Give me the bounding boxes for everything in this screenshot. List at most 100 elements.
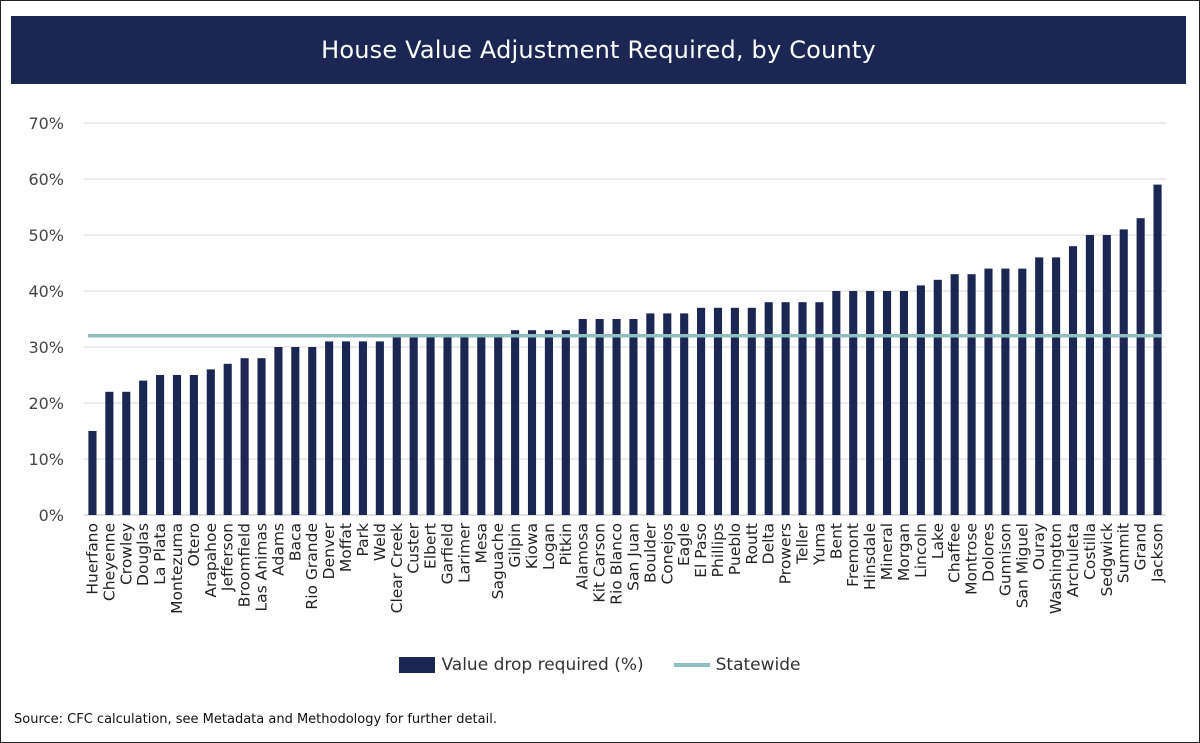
bar: [1102, 235, 1111, 515]
bar: [223, 363, 232, 515]
bar: [527, 330, 537, 515]
x-tick-label: Kiowa: [523, 523, 541, 569]
x-tick-label: Douglas: [134, 523, 152, 586]
bar: [595, 319, 604, 515]
legend-label-value-drop: Value drop required (%): [441, 655, 644, 675]
x-tick-label: Phillips: [709, 523, 727, 577]
x-tick-label: Elbert: [422, 523, 440, 569]
x-tick-label: Prowers: [777, 523, 795, 584]
bar: [172, 375, 182, 515]
x-tick-label: Custer: [405, 522, 423, 573]
x-tick-label: Washington: [1047, 523, 1065, 614]
x-tick-label: Ouray: [1030, 523, 1048, 570]
x-tick-label: Conejos: [658, 523, 676, 585]
bar: [950, 274, 959, 515]
bar: [206, 369, 215, 515]
bar: [544, 330, 553, 515]
x-tick-label: San Miguel: [1013, 523, 1031, 608]
bar: [680, 313, 689, 515]
bar: [1136, 218, 1145, 515]
bar: [1035, 257, 1044, 515]
x-tick-label: Archuleta: [1064, 523, 1082, 597]
x-tick-label: Otero: [185, 523, 203, 566]
bar: [358, 341, 368, 515]
bar: [882, 291, 892, 515]
x-tick-label: Jefferson: [219, 523, 237, 592]
x-tick-label: Chaffee: [946, 523, 964, 583]
x-tick-label: Montezuma: [168, 523, 186, 614]
bar: [240, 358, 249, 515]
bar: [341, 341, 351, 515]
bar: [291, 347, 300, 515]
bar: [426, 335, 435, 515]
bar: [967, 274, 976, 515]
bar: [392, 335, 401, 515]
bar: [1018, 268, 1027, 515]
x-tick-label: Yuma: [810, 523, 828, 566]
source-note: Source: CFC calculation, see Metadata an…: [14, 712, 497, 727]
bar: [105, 391, 114, 515]
x-tick-label: Costilla: [1081, 523, 1099, 580]
bar: [460, 335, 469, 515]
bar: [494, 335, 503, 515]
bar: [561, 330, 570, 515]
y-tick-label: 70%: [28, 114, 64, 133]
legend: Value drop required (%) Statewide: [0, 655, 1200, 675]
x-tick-label: El Paso: [692, 523, 710, 578]
bar: [697, 307, 706, 515]
bar: [511, 330, 520, 515]
bar: [663, 313, 672, 515]
bar: [409, 335, 418, 515]
x-tick-label: Gilpin: [506, 523, 524, 568]
bar: [849, 291, 858, 515]
x-tick-label: Saguache: [489, 523, 507, 599]
x-tick-label: Pitkin: [557, 523, 575, 566]
bar: [815, 302, 824, 515]
x-tick-label: Routt: [743, 523, 761, 565]
bar: [1119, 229, 1128, 515]
x-tick-label: Boulder: [641, 522, 659, 583]
x-tick-label: San Juan: [624, 523, 642, 591]
bar: [798, 302, 807, 515]
bar: [325, 341, 334, 515]
x-tick-label: Arapahoe: [202, 523, 220, 598]
bar: [1085, 235, 1094, 515]
x-tick-label: Morgan: [895, 523, 913, 581]
bar: [189, 375, 198, 515]
y-tick-label: 20%: [28, 394, 64, 413]
title-bar: House Value Adjustment Required, by Coun…: [11, 16, 1186, 84]
bar: [629, 319, 638, 515]
x-tick-label: Crowley: [117, 523, 135, 585]
bar: [984, 268, 993, 515]
y-tick-label: 30%: [28, 338, 64, 357]
x-tick-label: Larimer: [455, 522, 473, 582]
bar: [578, 319, 587, 515]
bar: [257, 358, 266, 515]
x-tick-label: Huerfano: [83, 523, 101, 595]
bar: [781, 302, 790, 515]
bar: [612, 319, 621, 515]
bar: [156, 375, 165, 515]
x-tick-label: Jackson: [1149, 523, 1167, 583]
x-tick-label: Pueblo: [726, 523, 744, 575]
x-tick-label: Cheyenne: [100, 523, 118, 601]
legend-item-value-drop: Value drop required (%): [399, 655, 644, 675]
x-tick-label: Baca: [286, 523, 304, 561]
x-tick-label: Adams: [269, 523, 287, 576]
bar: [933, 279, 942, 515]
x-tick-label: Garfield: [438, 523, 456, 584]
y-tick-label: 50%: [28, 226, 64, 245]
bar: [477, 335, 486, 515]
bar: [88, 431, 97, 515]
x-tick-label: Lake: [929, 523, 947, 559]
bar: [375, 341, 384, 515]
bar: [274, 347, 283, 515]
bar: [730, 307, 739, 515]
x-tick-label: Teller: [794, 522, 812, 565]
bar: [443, 335, 452, 515]
x-tick-label: Fremont: [844, 523, 862, 587]
x-tick-label: Broomfield: [236, 523, 254, 607]
x-tick-label: Hinsdale: [861, 523, 879, 590]
x-tick-label: Montrose: [963, 523, 981, 595]
